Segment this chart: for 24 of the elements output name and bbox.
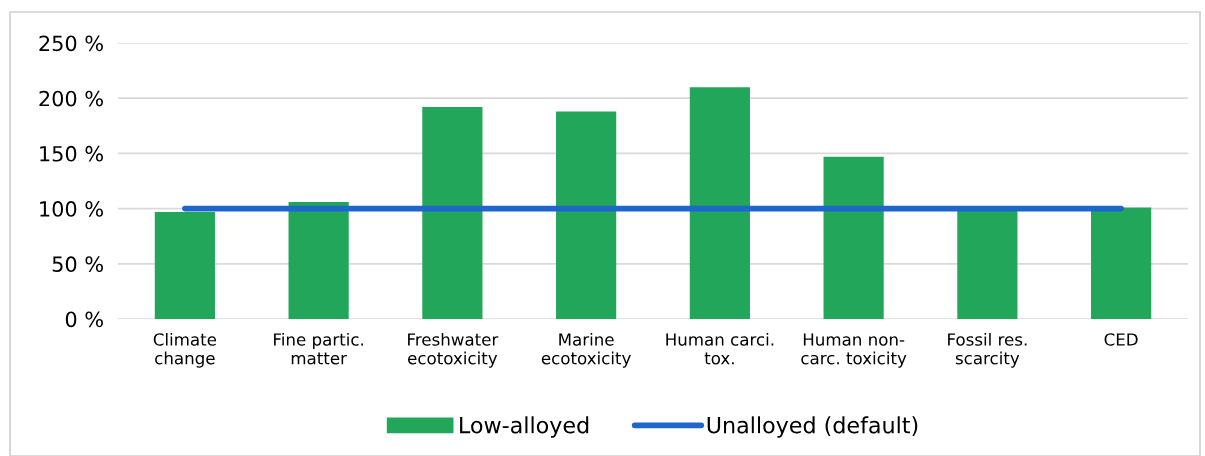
bar	[422, 107, 483, 319]
bar	[288, 201, 349, 319]
y-tick-label: 0 %	[65, 311, 103, 328]
y-tick-label: 250 %	[39, 35, 103, 52]
legend-label: Low-alloyed	[460, 416, 589, 438]
y-tick-label: 150 %	[40, 145, 103, 162]
bar	[556, 111, 617, 319]
bar	[689, 87, 750, 319]
x-tick-label: Human carci. tox.	[666, 332, 774, 365]
legend-label: Unalloyed (default)	[707, 416, 918, 438]
x-tick-label: CED	[1104, 333, 1138, 346]
x-tick-label: Freshwater ecotoxicity	[408, 332, 499, 368]
bar	[1091, 207, 1152, 319]
bar	[823, 156, 884, 319]
y-tick-label: 200 %	[39, 90, 103, 107]
x-tick-label: Human non- carc. toxicity	[801, 333, 907, 368]
bar	[154, 211, 215, 319]
x-tick-label: Climate change	[153, 332, 217, 368]
bar	[957, 208, 1018, 319]
x-tick-label: Marine ecotoxicity	[541, 332, 631, 368]
y-tick-label: 50 %	[52, 256, 103, 273]
x-tick-label: Fossil res. scarcity	[948, 332, 1027, 368]
y-tick-label: 100 %	[40, 201, 103, 217]
x-tick-label: Fine partic. matter	[274, 332, 364, 365]
